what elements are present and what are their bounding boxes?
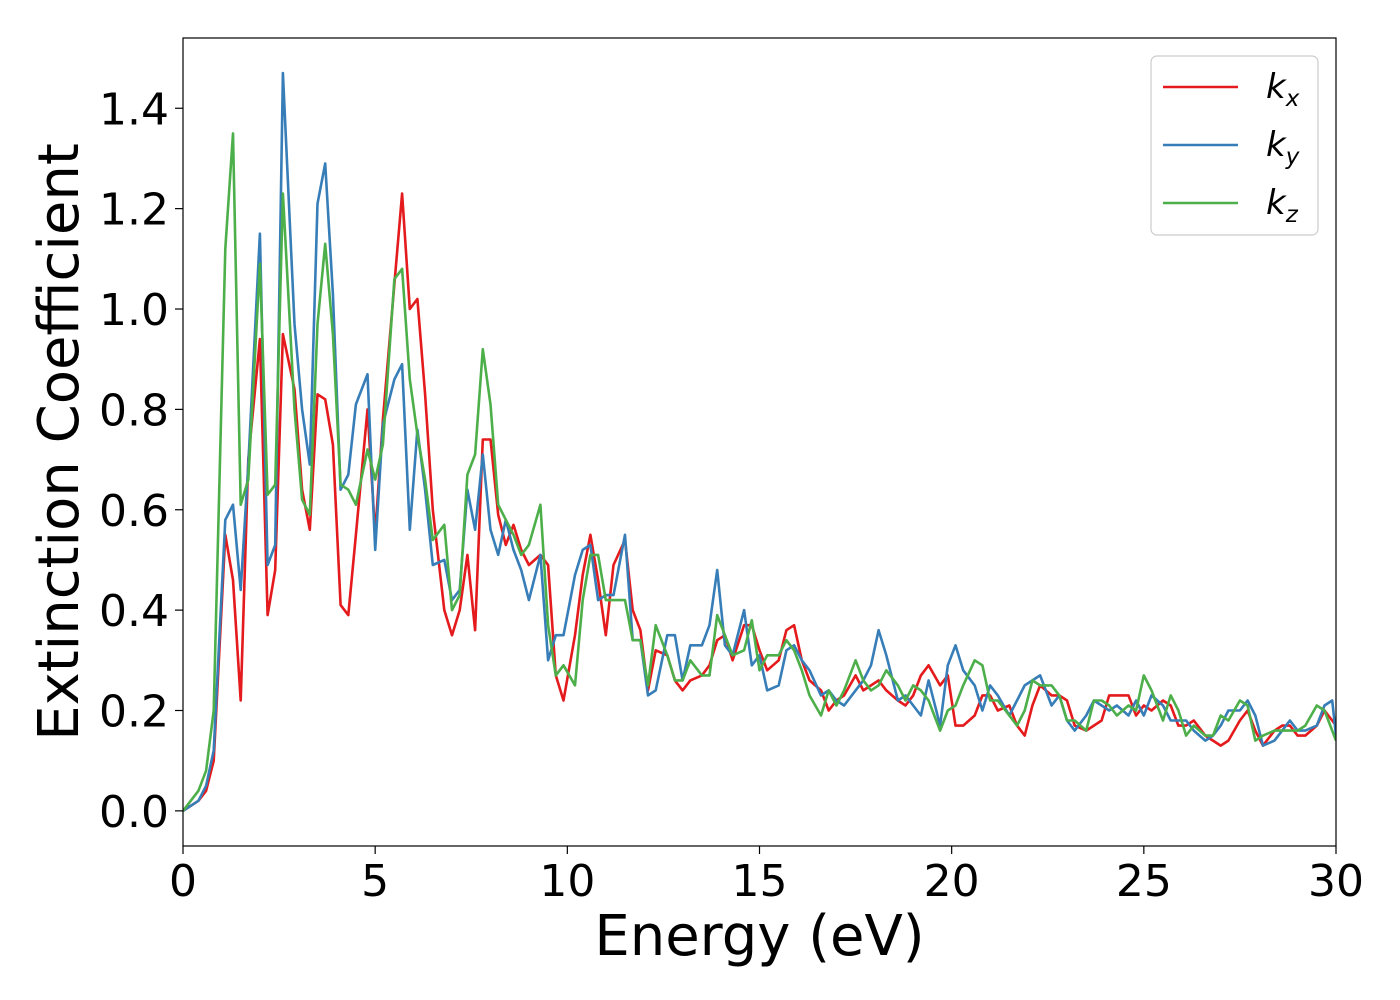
x-axis: 0 5 10 15 20 25 30 xyxy=(169,846,1364,907)
x-tick-label: 5 xyxy=(361,856,389,907)
x-tick-label: 10 xyxy=(539,856,595,907)
x-tick-label: 20 xyxy=(924,856,980,907)
y-tick-label: 0.2 xyxy=(99,686,169,737)
y-tick-label: 0.4 xyxy=(99,586,169,637)
legend: kx ky kz xyxy=(1150,55,1319,236)
y-axis-title: Extinction Coefficient xyxy=(27,143,92,741)
x-tick-label: 15 xyxy=(732,856,788,907)
y-tick-label: 1.0 xyxy=(99,285,169,336)
x-tick-label: 30 xyxy=(1308,856,1364,907)
y-axis: 0.0 0.2 0.4 0.6 0.8 1.0 1.2 1.4 xyxy=(99,84,183,838)
y-tick-label: 0.8 xyxy=(99,385,169,436)
x-tick-label: 25 xyxy=(1116,856,1172,907)
series-layer xyxy=(183,71,1336,812)
y-tick-label: 0.6 xyxy=(99,486,169,537)
y-tick-label: 1.4 xyxy=(99,84,169,135)
legend-label-y: ky xyxy=(1266,125,1300,170)
legend-label-x: kx xyxy=(1266,67,1300,112)
series-line-z xyxy=(183,132,1336,812)
series-line-y xyxy=(183,71,1336,812)
x-tick-label: 0 xyxy=(169,856,197,907)
y-tick-label: 0.0 xyxy=(99,787,169,838)
legend-label-z: kz xyxy=(1266,183,1299,228)
y-tick-label: 1.2 xyxy=(99,185,169,236)
x-axis-title: Energy (eV) xyxy=(594,904,924,969)
